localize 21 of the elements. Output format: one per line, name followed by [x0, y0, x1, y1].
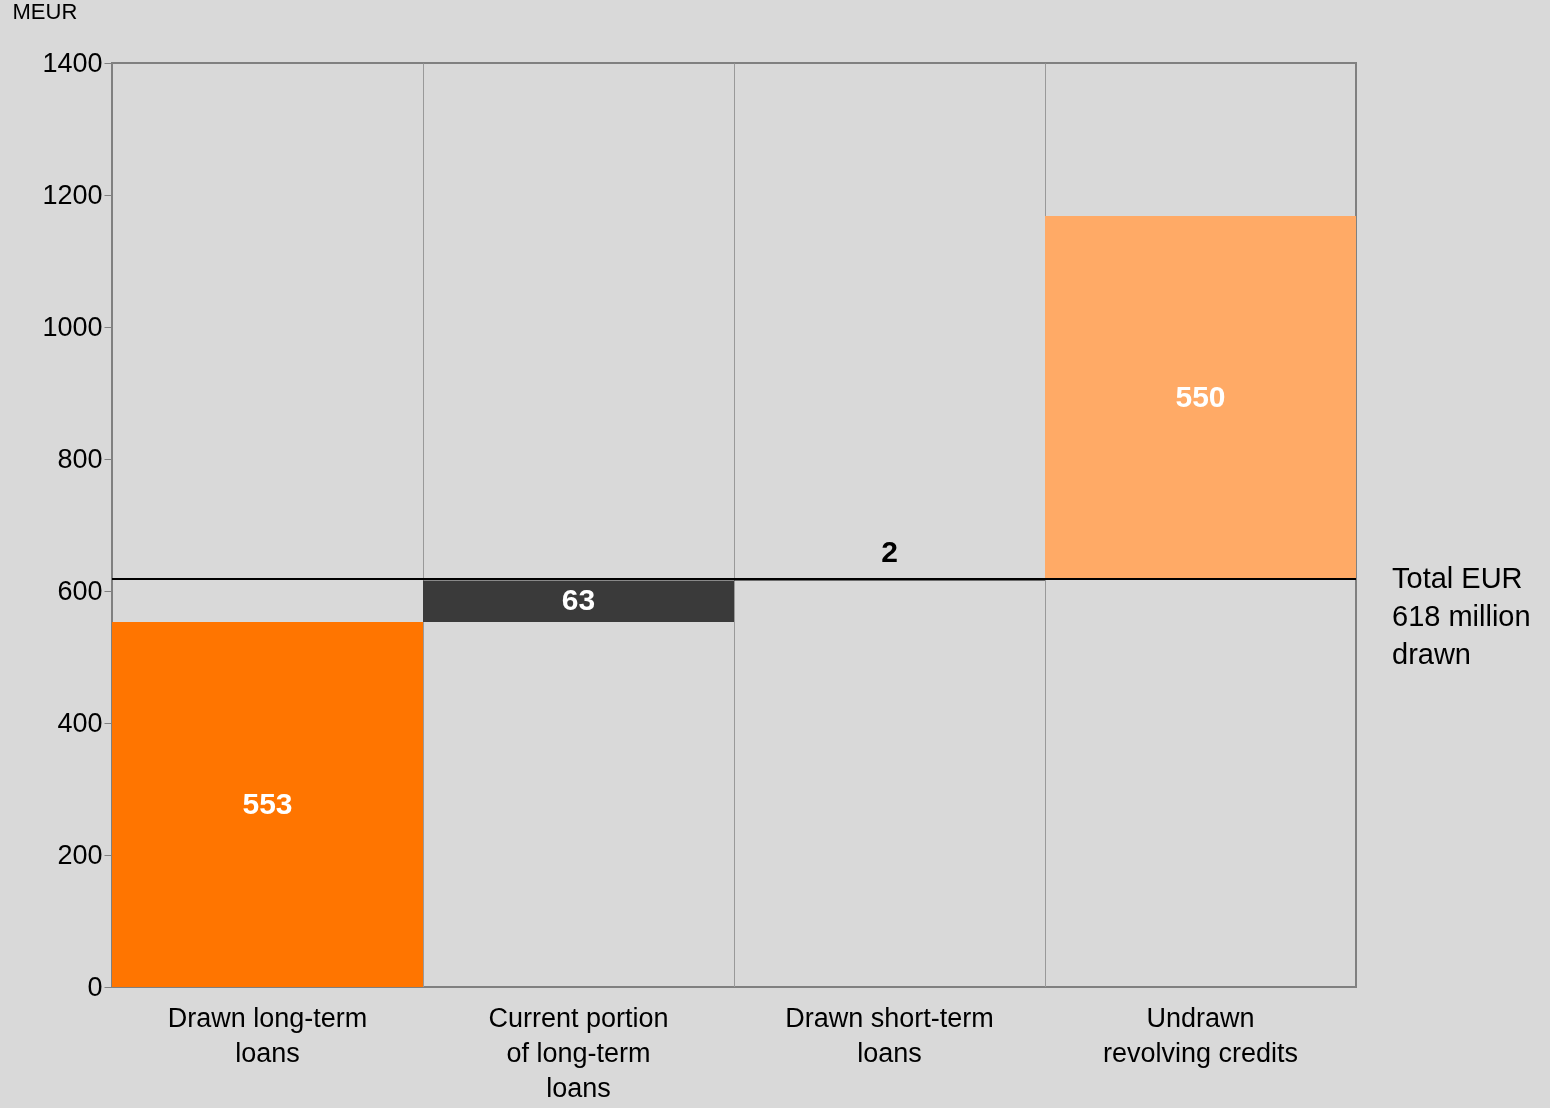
y-tick-label: 600 [57, 575, 103, 606]
ref-line-label: Total EUR 618 million drawn [1392, 562, 1531, 671]
x-tick-label: Undrawn revolving credits [1102, 1002, 1299, 1068]
y-tick-label: 400 [57, 707, 103, 738]
bar [112, 622, 423, 987]
data-label: 550 [1175, 379, 1226, 413]
y-tick-label: 1200 [42, 179, 103, 210]
data-label: 63 [561, 583, 596, 617]
bar [423, 580, 734, 623]
y-tick-label: 200 [57, 839, 103, 870]
data-label: 2 [881, 535, 898, 569]
y-tick-label: 1400 [42, 47, 103, 78]
x-tick-label: Drawn short-term loans [785, 1002, 994, 1068]
y-axis-title: MEUR [12, 0, 78, 24]
x-tick-label: Drawn long-term loans [167, 1002, 368, 1068]
data-label: 553 [242, 786, 293, 820]
y-tick-label: 0 [87, 971, 103, 1002]
x-tick-label: Current portion of long-term loans [488, 1002, 669, 1103]
y-tick-label: 1000 [42, 311, 103, 342]
y-tick-label: 800 [57, 443, 103, 474]
bar [1045, 216, 1356, 580]
